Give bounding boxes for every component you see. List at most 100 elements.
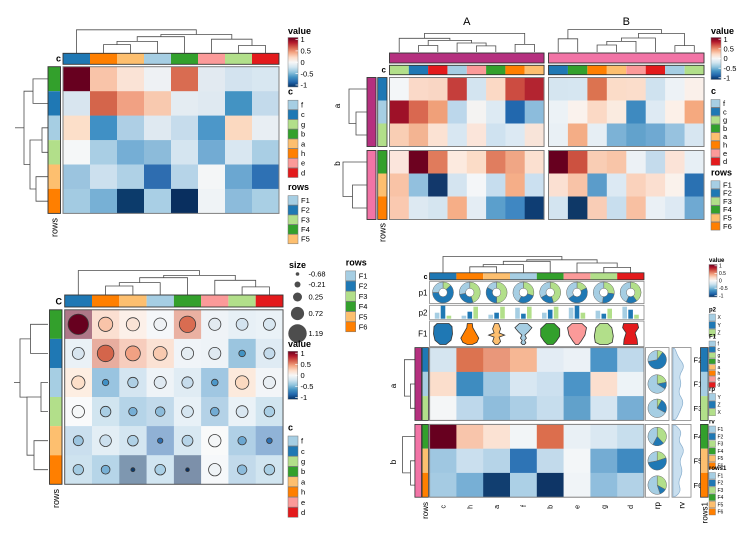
svg-text:0.25: 0.25 xyxy=(309,293,324,302)
svg-text:F4: F4 xyxy=(301,225,310,234)
svg-text:F3: F3 xyxy=(359,292,368,301)
svg-text:c: c xyxy=(441,505,448,509)
svg-text:c: c xyxy=(288,423,293,433)
svg-text:f: f xyxy=(723,99,726,108)
svg-text:F2: F2 xyxy=(359,282,368,291)
svg-text:e: e xyxy=(575,505,582,509)
svg-text:value: value xyxy=(288,339,311,349)
svg-text:F5: F5 xyxy=(723,214,732,223)
svg-text:a: a xyxy=(333,103,342,108)
svg-text:0.5: 0.5 xyxy=(301,360,311,369)
svg-text:d: d xyxy=(723,157,727,166)
svg-text:-1: -1 xyxy=(724,73,731,82)
svg-text:-0.5: -0.5 xyxy=(719,286,728,292)
svg-text:c: c xyxy=(288,87,293,97)
svg-text:F5: F5 xyxy=(359,312,368,321)
svg-text:C: C xyxy=(56,297,63,307)
svg-text:rows: rows xyxy=(378,223,388,243)
svg-text:F2: F2 xyxy=(718,434,724,440)
svg-text:0: 0 xyxy=(301,58,305,67)
svg-text:c: c xyxy=(56,54,61,64)
svg-text:a: a xyxy=(494,505,501,509)
svg-text:F3: F3 xyxy=(301,215,310,224)
svg-text:1.19: 1.19 xyxy=(309,329,324,338)
svg-text:d: d xyxy=(628,505,635,509)
svg-text:F1: F1 xyxy=(718,474,724,480)
svg-text:F1: F1 xyxy=(418,330,428,339)
svg-text:rows1: rows1 xyxy=(700,501,709,523)
svg-text:rp: rp xyxy=(653,501,662,509)
svg-text:rows: rows xyxy=(346,257,367,267)
svg-text:X: X xyxy=(718,315,722,321)
svg-text:F2: F2 xyxy=(694,355,703,364)
svg-text:d: d xyxy=(718,383,721,389)
svg-text:F3: F3 xyxy=(723,197,732,206)
svg-text:a: a xyxy=(301,139,306,148)
svg-text:g: g xyxy=(723,116,727,125)
svg-text:c: c xyxy=(723,107,727,116)
svg-text:b: b xyxy=(718,359,721,365)
svg-text:1: 1 xyxy=(301,349,305,358)
svg-text:c: c xyxy=(382,66,387,75)
svg-text:size: size xyxy=(289,260,306,270)
svg-text:b: b xyxy=(333,161,342,166)
svg-text:b: b xyxy=(548,505,555,509)
svg-text:b: b xyxy=(723,124,727,133)
svg-text:F4: F4 xyxy=(718,495,724,501)
svg-text:c: c xyxy=(718,347,721,353)
svg-text:F1: F1 xyxy=(694,380,703,389)
svg-text:rows: rows xyxy=(50,218,60,238)
svg-text:d: d xyxy=(301,508,305,517)
svg-text:c: c xyxy=(711,86,716,96)
svg-text:F2: F2 xyxy=(723,189,732,198)
svg-text:g: g xyxy=(601,505,608,509)
svg-text:0.72: 0.72 xyxy=(309,309,324,318)
svg-text:-0.68: -0.68 xyxy=(309,270,326,279)
svg-text:F5: F5 xyxy=(718,502,724,508)
svg-text:F1: F1 xyxy=(709,335,717,341)
svg-text:d: d xyxy=(301,168,305,177)
svg-text:p1: p1 xyxy=(419,289,428,298)
svg-text:f: f xyxy=(718,341,720,347)
svg-text:0.5: 0.5 xyxy=(724,45,734,54)
svg-text:-1: -1 xyxy=(301,393,308,402)
svg-text:rows: rows xyxy=(51,489,61,509)
svg-text:a: a xyxy=(301,477,306,486)
svg-text:F6: F6 xyxy=(359,323,368,332)
svg-text:F5: F5 xyxy=(718,456,724,462)
svg-text:F1: F1 xyxy=(301,196,310,205)
svg-text:h: h xyxy=(718,371,721,377)
svg-text:a: a xyxy=(718,365,721,371)
svg-text:g: g xyxy=(301,120,305,129)
svg-text:c: c xyxy=(424,274,428,281)
svg-text:f: f xyxy=(301,437,304,446)
svg-text:h: h xyxy=(467,505,474,509)
svg-text:1: 1 xyxy=(719,264,722,270)
svg-text:Y: Y xyxy=(718,323,722,329)
svg-text:0: 0 xyxy=(724,54,728,63)
svg-text:h: h xyxy=(723,141,727,150)
svg-text:rows: rows xyxy=(711,167,732,177)
svg-text:F4: F4 xyxy=(723,205,732,214)
svg-text:F6: F6 xyxy=(718,510,724,516)
svg-text:0: 0 xyxy=(719,279,722,285)
svg-text:rows: rows xyxy=(421,502,430,519)
svg-text:c: c xyxy=(301,447,305,456)
svg-text:b: b xyxy=(389,459,398,464)
svg-text:F2: F2 xyxy=(718,481,724,487)
svg-text:-0.21: -0.21 xyxy=(309,280,326,289)
svg-text:a: a xyxy=(723,132,728,141)
svg-text:c: c xyxy=(301,110,305,119)
svg-text:1: 1 xyxy=(724,35,728,44)
svg-text:rp: rp xyxy=(709,387,715,393)
svg-text:F1: F1 xyxy=(718,427,724,433)
svg-text:F5: F5 xyxy=(301,235,310,244)
svg-text:A: A xyxy=(463,16,471,28)
svg-text:rows: rows xyxy=(288,182,309,192)
svg-text:h: h xyxy=(301,488,305,497)
svg-text:b: b xyxy=(301,130,305,139)
svg-text:e: e xyxy=(723,149,727,158)
svg-text:F6: F6 xyxy=(694,481,703,490)
svg-text:F5: F5 xyxy=(694,457,703,466)
svg-text:a: a xyxy=(389,383,398,388)
